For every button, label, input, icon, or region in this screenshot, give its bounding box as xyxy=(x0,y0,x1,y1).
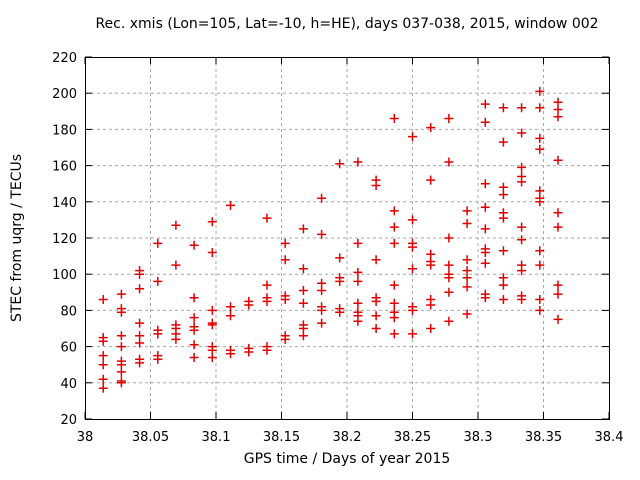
svg-text:38.3: 38.3 xyxy=(464,430,493,445)
svg-text:80: 80 xyxy=(60,304,77,319)
svg-text:20: 20 xyxy=(60,413,77,428)
y-tick-labels: 20 40 60 80 100 120 140 160 180 200 220 xyxy=(52,51,77,428)
svg-text:200: 200 xyxy=(52,87,77,102)
svg-text:220: 220 xyxy=(52,51,77,66)
svg-text:140: 140 xyxy=(52,196,77,211)
svg-text:38: 38 xyxy=(77,430,94,445)
svg-text:38.1: 38.1 xyxy=(202,430,231,445)
axes xyxy=(84,56,610,420)
svg-text:38.4: 38.4 xyxy=(595,430,624,445)
x-tick-labels: 38 38.05 38.1 38.15 38.2 38.25 38.3 38.35 38.4 xyxy=(77,430,624,445)
x-axis-label: GPS time / Days of year 2015 xyxy=(243,451,451,467)
svg-text:38.05: 38.05 xyxy=(132,430,169,445)
svg-text:120: 120 xyxy=(52,232,77,247)
svg-text:38.25: 38.25 xyxy=(394,430,431,445)
svg-text:38.35: 38.35 xyxy=(525,430,562,445)
svg-text:180: 180 xyxy=(52,123,77,138)
gridlines xyxy=(85,57,609,419)
chart-title: Rec. xmis (Lon=105, Lat=-10, h=HE), days… xyxy=(95,16,599,32)
svg-text:40: 40 xyxy=(60,377,77,392)
svg-text:160: 160 xyxy=(52,160,77,175)
svg-text:38.2: 38.2 xyxy=(333,430,362,445)
svg-text:60: 60 xyxy=(60,341,77,356)
svg-text:38.15: 38.15 xyxy=(263,430,300,445)
scatter-points xyxy=(98,86,563,393)
svg-text:100: 100 xyxy=(52,268,77,283)
